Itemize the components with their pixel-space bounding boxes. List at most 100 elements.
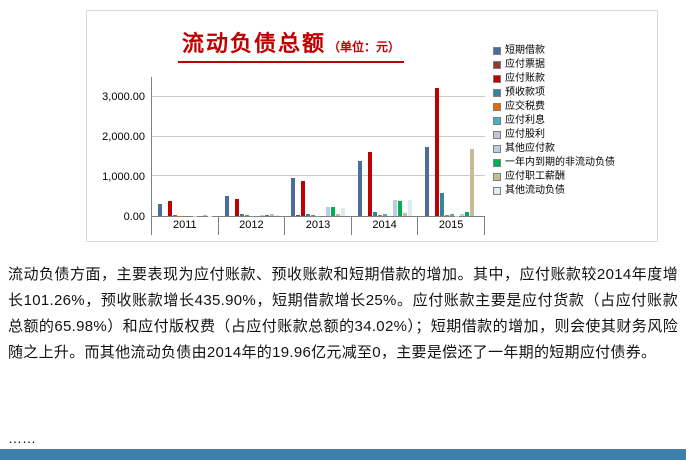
bar bbox=[449, 214, 454, 216]
chart-plot-area-column: 流动负债总额 （单位：元） 0.00 1,000.00 2,000.00 3,000.0… bbox=[87, 11, 489, 241]
legend-swatch bbox=[493, 172, 501, 181]
x-axis: 2011 2012 2013 2014 2015 bbox=[151, 217, 485, 235]
x-axis-label: 2011 bbox=[151, 217, 218, 235]
bar-groups bbox=[152, 77, 485, 216]
bar bbox=[239, 214, 244, 216]
plot-row: 0.00 1,000.00 2,000.00 3,000.00 bbox=[93, 77, 489, 223]
bar-group-2014 bbox=[352, 77, 419, 216]
bar bbox=[459, 213, 464, 216]
y-axis: 0.00 1,000.00 2,000.00 3,000.00 bbox=[93, 77, 151, 223]
bar bbox=[311, 215, 316, 216]
y-axis-label: 1,000.00 bbox=[102, 171, 145, 183]
chart-unit-label: （单位：元） bbox=[328, 39, 401, 54]
bar bbox=[158, 204, 163, 216]
legend-swatch bbox=[493, 116, 501, 125]
legend-label: 其他应付款 bbox=[505, 143, 555, 154]
bar bbox=[291, 178, 296, 216]
x-axis-label: 2014 bbox=[350, 217, 418, 235]
bar bbox=[331, 206, 336, 216]
legend-item: 应付股利 bbox=[493, 129, 655, 140]
legend-item: 应付票据 bbox=[493, 59, 655, 70]
bar bbox=[398, 200, 403, 216]
chart-legend: 短期借款应付票据应付账款预收款项应交税费应付利息应付股利其他应付款一年内到期的非… bbox=[489, 11, 657, 241]
chart-title-row: 流动负债总额 （单位：元） bbox=[93, 15, 489, 73]
bar bbox=[296, 215, 301, 216]
legend-label: 应交税费 bbox=[505, 101, 545, 112]
legend-swatch bbox=[493, 186, 501, 195]
bar bbox=[173, 215, 178, 216]
bar bbox=[244, 214, 249, 216]
plot-area bbox=[151, 77, 485, 217]
y-axis-label: 2,000.00 bbox=[102, 131, 145, 143]
bar bbox=[269, 213, 274, 216]
bar bbox=[336, 213, 341, 216]
y-axis-label: 0.00 bbox=[123, 211, 145, 223]
chart-title-underline: 流动负债总额 （单位：元） bbox=[177, 26, 405, 63]
legend-swatch bbox=[493, 46, 501, 55]
legend-label: 应付利息 bbox=[505, 115, 545, 126]
legend-swatch bbox=[493, 74, 501, 83]
current-liabilities-chart: 流动负债总额 （单位：元） 0.00 1,000.00 2,000.00 3,000.0… bbox=[86, 10, 658, 242]
bar bbox=[326, 207, 331, 216]
bar bbox=[301, 181, 306, 216]
legend-label: 应付账款 bbox=[505, 73, 545, 84]
legend-item: 应付利息 bbox=[493, 115, 655, 126]
legend-swatch bbox=[493, 158, 501, 167]
bar bbox=[444, 215, 449, 216]
bar bbox=[424, 146, 429, 216]
bar-group-2015 bbox=[418, 77, 485, 216]
bar-group-2011 bbox=[152, 77, 219, 216]
bottom-accent-bar bbox=[0, 449, 686, 460]
bar bbox=[368, 152, 373, 216]
gridline bbox=[152, 135, 485, 137]
legend-swatch bbox=[493, 102, 501, 111]
legend-item: 一年内到期的非流动负债 bbox=[493, 157, 655, 168]
bar bbox=[408, 200, 413, 216]
legend-item: 应交税费 bbox=[493, 101, 655, 112]
legend-label: 一年内到期的非流动负债 bbox=[505, 157, 615, 168]
bar bbox=[464, 212, 469, 216]
legend-swatch bbox=[493, 144, 501, 153]
y-axis-label: 3,000.00 bbox=[102, 91, 145, 103]
x-axis-label: 2013 bbox=[284, 217, 351, 235]
legend-item: 其他流动负债 bbox=[493, 185, 655, 196]
legend-label: 预收款项 bbox=[505, 87, 545, 98]
legend-swatch bbox=[493, 88, 501, 97]
bar bbox=[469, 148, 474, 216]
legend-label: 应付职工薪酬 bbox=[505, 171, 565, 182]
legend-label: 其他流动负债 bbox=[505, 185, 565, 196]
bar bbox=[306, 213, 311, 216]
legend-item: 短期借款 bbox=[493, 45, 655, 56]
legend-item: 预收款项 bbox=[493, 87, 655, 98]
bar bbox=[341, 207, 346, 216]
legend-item: 其他应付款 bbox=[493, 143, 655, 154]
bar bbox=[259, 214, 264, 216]
ellipsis-text: …… bbox=[8, 430, 36, 446]
bar bbox=[383, 214, 388, 216]
bar bbox=[264, 214, 269, 216]
bar bbox=[168, 200, 173, 216]
legend-item: 应付职工薪酬 bbox=[493, 171, 655, 182]
bar bbox=[393, 200, 398, 216]
analysis-paragraph: 流动负债方面，主要表现为应付账款、预收账款和短期借款的增加。其中，应付账款较20… bbox=[8, 266, 678, 361]
bar bbox=[234, 199, 239, 216]
bar bbox=[203, 215, 208, 216]
bar bbox=[378, 214, 383, 216]
legend-item: 应付账款 bbox=[493, 73, 655, 84]
legend-label: 应付股利 bbox=[505, 129, 545, 140]
bar bbox=[439, 192, 444, 216]
bar bbox=[358, 161, 363, 216]
legend-swatch bbox=[493, 130, 501, 139]
bar bbox=[274, 215, 279, 216]
bar bbox=[403, 212, 408, 216]
x-axis-label: 2015 bbox=[417, 217, 485, 235]
bar bbox=[373, 211, 378, 216]
bar-group-2012 bbox=[219, 77, 286, 216]
legend-label: 短期借款 bbox=[505, 45, 545, 56]
chart-title: 流动负债总额 bbox=[181, 30, 326, 56]
bar bbox=[224, 196, 229, 216]
gridline bbox=[152, 95, 485, 97]
legend-label: 应付票据 bbox=[505, 59, 545, 70]
x-axis-label: 2012 bbox=[217, 217, 285, 235]
gridline bbox=[152, 175, 485, 177]
